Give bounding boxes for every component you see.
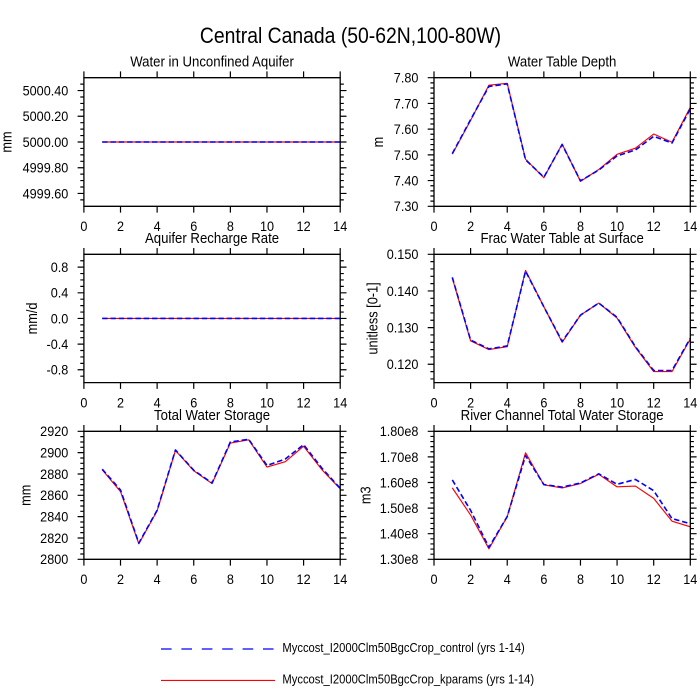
- svg-text:2: 2: [467, 219, 474, 235]
- svg-text:10: 10: [610, 219, 624, 235]
- svg-text:12: 12: [647, 395, 661, 411]
- svg-text:6: 6: [540, 219, 547, 235]
- svg-text:12: 12: [297, 572, 311, 588]
- svg-text:10: 10: [260, 219, 274, 235]
- svg-text:8: 8: [227, 572, 234, 588]
- svg-text:1.40e8: 1.40e8: [380, 526, 419, 542]
- svg-text:0.0: 0.0: [51, 311, 69, 327]
- svg-text:Myccost_I2000Clm50BgcCrop_kpar: Myccost_I2000Clm50BgcCrop_kparams (yrs 1…: [282, 672, 534, 687]
- svg-text:8: 8: [227, 219, 234, 235]
- svg-text:2880: 2880: [40, 466, 68, 482]
- svg-text:-0.8: -0.8: [47, 362, 69, 378]
- svg-text:2: 2: [117, 395, 124, 411]
- svg-text:unitless [0-1]: unitless [0-1]: [365, 282, 381, 354]
- svg-text:4: 4: [504, 395, 511, 411]
- svg-text:5000.20: 5000.20: [23, 109, 69, 125]
- svg-text:4: 4: [154, 219, 161, 235]
- svg-text:14: 14: [683, 572, 697, 588]
- svg-text:8: 8: [577, 572, 584, 588]
- svg-text:5000.00: 5000.00: [23, 134, 69, 150]
- svg-text:mm: mm: [18, 485, 34, 506]
- svg-text:8: 8: [577, 395, 584, 411]
- svg-text:2820: 2820: [40, 530, 68, 546]
- svg-text:Aquifer Recharge Rate: Aquifer Recharge Rate: [145, 229, 279, 246]
- svg-text:4: 4: [154, 572, 161, 588]
- svg-text:1.80e8: 1.80e8: [380, 424, 419, 440]
- svg-text:10: 10: [260, 572, 274, 588]
- svg-text:4: 4: [504, 219, 511, 235]
- svg-text:12: 12: [297, 219, 311, 235]
- svg-text:0: 0: [80, 395, 87, 411]
- svg-text:10: 10: [260, 395, 274, 411]
- svg-text:0.4: 0.4: [51, 285, 69, 301]
- svg-text:0.140: 0.140: [387, 283, 419, 299]
- svg-text:6: 6: [540, 572, 547, 588]
- svg-text:7.50: 7.50: [394, 147, 419, 163]
- svg-text:1.60e8: 1.60e8: [380, 475, 419, 491]
- svg-text:14: 14: [333, 572, 347, 588]
- svg-text:Myccost_I2000Clm50BgcCrop_cont: Myccost_I2000Clm50BgcCrop_control (yrs 1…: [282, 640, 524, 655]
- svg-text:6: 6: [190, 572, 197, 588]
- svg-text:4999.80: 4999.80: [23, 160, 69, 176]
- svg-text:7.30: 7.30: [394, 199, 419, 215]
- svg-text:2860: 2860: [40, 488, 68, 504]
- svg-text:0: 0: [430, 572, 437, 588]
- svg-text:2: 2: [117, 572, 124, 588]
- svg-text:2900: 2900: [40, 445, 68, 461]
- svg-text:12: 12: [297, 395, 311, 411]
- svg-text:Frac Water Table at Surface: Frac Water Table at Surface: [480, 229, 644, 246]
- svg-text:5000.40: 5000.40: [23, 83, 69, 99]
- svg-text:7.80: 7.80: [394, 70, 419, 86]
- svg-text:2920: 2920: [40, 424, 68, 440]
- svg-text:8: 8: [577, 219, 584, 235]
- svg-text:6: 6: [190, 219, 197, 235]
- svg-text:Central Canada (50-62N,100-80W: Central Canada (50-62N,100-80W): [200, 24, 501, 48]
- svg-text:7.40: 7.40: [394, 173, 419, 189]
- svg-text:0.120: 0.120: [387, 357, 419, 373]
- svg-text:12: 12: [647, 572, 661, 588]
- svg-text:2840: 2840: [40, 509, 68, 525]
- svg-text:6: 6: [190, 395, 197, 411]
- svg-text:10: 10: [610, 395, 624, 411]
- svg-text:m: m: [370, 137, 386, 148]
- svg-text:14: 14: [683, 219, 697, 235]
- svg-text:14: 14: [683, 395, 697, 411]
- svg-text:1.30e8: 1.30e8: [380, 552, 419, 568]
- svg-text:1.70e8: 1.70e8: [380, 449, 419, 465]
- svg-text:0.150: 0.150: [387, 247, 419, 263]
- svg-text:14: 14: [333, 395, 347, 411]
- svg-text:River Channel Total Water Stor: River Channel Total Water Storage: [461, 406, 664, 423]
- svg-text:2: 2: [467, 395, 474, 411]
- svg-text:2: 2: [117, 219, 124, 235]
- svg-text:0: 0: [80, 572, 87, 588]
- svg-text:Water in Unconfined Aquifer: Water in Unconfined Aquifer: [130, 53, 294, 70]
- svg-text:0: 0: [430, 219, 437, 235]
- svg-text:12: 12: [647, 219, 661, 235]
- svg-text:-0.4: -0.4: [47, 337, 69, 353]
- svg-text:Total Water Storage: Total Water Storage: [154, 406, 270, 423]
- svg-text:0: 0: [430, 395, 437, 411]
- svg-text:m3: m3: [358, 486, 374, 504]
- svg-text:mm/d: mm/d: [24, 303, 40, 335]
- svg-text:7.60: 7.60: [394, 122, 419, 138]
- svg-text:14: 14: [333, 219, 347, 235]
- svg-text:0: 0: [80, 219, 87, 235]
- svg-text:4: 4: [154, 395, 161, 411]
- svg-text:4: 4: [504, 572, 511, 588]
- svg-text:0.8: 0.8: [51, 260, 69, 276]
- svg-text:2: 2: [467, 572, 474, 588]
- svg-text:Water Table Depth: Water Table Depth: [508, 53, 616, 70]
- svg-text:8: 8: [227, 395, 234, 411]
- svg-text:4999.60: 4999.60: [23, 186, 69, 202]
- svg-text:1.50e8: 1.50e8: [380, 501, 419, 517]
- svg-text:0.130: 0.130: [387, 320, 419, 336]
- svg-text:7.70: 7.70: [394, 96, 419, 112]
- svg-text:2800: 2800: [40, 552, 68, 568]
- svg-text:mm: mm: [0, 131, 15, 152]
- svg-text:10: 10: [610, 572, 624, 588]
- svg-text:6: 6: [540, 395, 547, 411]
